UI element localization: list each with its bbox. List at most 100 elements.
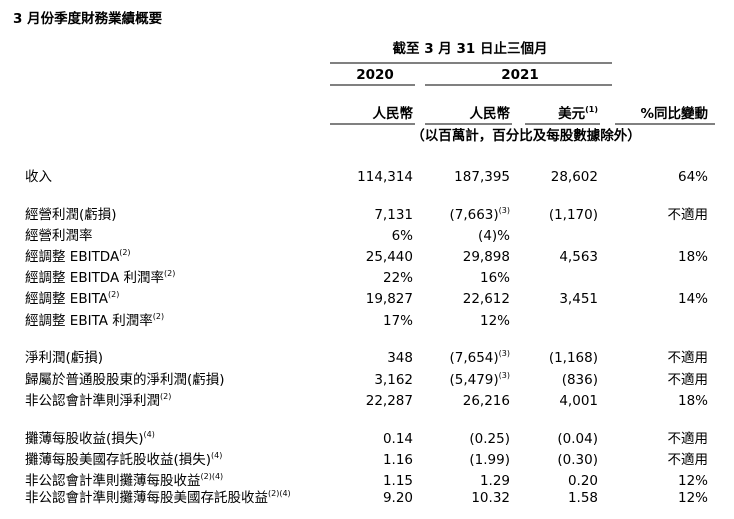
cell: 28,602 xyxy=(551,169,598,185)
row-label-text: 攤薄每股美國存託股收益(損失) xyxy=(25,452,211,468)
row-label: 淨利潤(虧損) xyxy=(25,350,103,366)
cell: 12% xyxy=(480,313,510,329)
cell: 1.15 xyxy=(383,473,413,489)
footnote-ref: (3) xyxy=(499,371,510,380)
row-label-text: 非公認會計準則淨利潤 xyxy=(25,393,160,409)
footnote-ref: (1) xyxy=(585,105,598,114)
column-header-text: %同比變動 xyxy=(640,105,708,122)
cell: 0.14 xyxy=(383,431,413,447)
row-label: 經調整 EBITDA 利潤率(2) xyxy=(25,269,175,286)
cell: (5,479)(3) xyxy=(449,371,510,388)
row-label-text: 非公認會計準則攤薄每股美國存託股收益 xyxy=(25,490,268,506)
cell: 1.58 xyxy=(568,490,598,506)
cell: (0.30) xyxy=(557,452,598,468)
footnote-ref: (4) xyxy=(144,430,155,439)
footnote-ref: (3) xyxy=(499,349,510,358)
footnote-ref: (2) xyxy=(119,248,130,257)
column-header: 人民幣 xyxy=(373,105,414,122)
cell: 114,314 xyxy=(357,169,413,185)
cell: 187,395 xyxy=(454,169,510,185)
footnote-ref: (2)(4) xyxy=(268,489,291,498)
column-header: %同比變動 xyxy=(640,105,708,122)
cell: 3,162 xyxy=(374,372,413,388)
row-label-text: 經營利潤(虧損) xyxy=(25,207,117,223)
row-label: 經調整 EBITA(2) xyxy=(25,290,119,307)
cell: 4,563 xyxy=(559,249,598,265)
cell: 64% xyxy=(678,169,708,185)
cell: 不適用 xyxy=(668,371,709,388)
column-header-text: 美元 xyxy=(558,105,586,122)
cell: 1.29 xyxy=(480,473,510,489)
row-label-text: 歸屬於普通股股東的淨利潤(虧損) xyxy=(25,371,225,388)
cell: 不適用 xyxy=(668,451,709,468)
row-label-text: 經調整 EBITDA xyxy=(25,249,120,265)
period: 截至 3 月 31 日止三個月 xyxy=(393,40,548,57)
row-label: 非公認會計準則攤薄每股美國存託股收益(2)(4) xyxy=(25,489,291,506)
row-label-text: 收入 xyxy=(25,169,52,185)
cell: 1.16 xyxy=(383,452,413,468)
cell: 16% xyxy=(480,270,510,286)
column-header-text: 人民幣 xyxy=(470,105,511,122)
column-header-text: 人民幣 xyxy=(373,105,414,122)
cell: 19,827 xyxy=(366,291,413,307)
cell: (0.04) xyxy=(557,431,598,447)
cell: 17% xyxy=(383,313,413,329)
cell: 9.20 xyxy=(383,490,413,506)
row-label: 歸屬於普通股股東的淨利潤(虧損) xyxy=(25,371,225,388)
cell: (4)% xyxy=(478,228,510,244)
cell: 12% xyxy=(678,473,708,489)
unit-note: （以百萬計，百分比及每股數據除外） xyxy=(411,127,641,144)
row-label-text: 淨利潤(虧損) xyxy=(25,350,103,366)
row-label: 經營利潤率 xyxy=(25,227,93,244)
column-header: 人民幣 xyxy=(470,105,511,122)
cell: 6% xyxy=(392,228,414,244)
footnote-ref: (2) xyxy=(108,290,119,299)
row-label-text: 經調整 EBITA 利潤率 xyxy=(25,312,153,329)
row-label: 經營利潤(虧損) xyxy=(25,207,117,223)
cell: (0.25) xyxy=(469,431,510,447)
cell: (7,663)(3) xyxy=(449,206,510,223)
cell: 22,612 xyxy=(463,291,510,307)
cell: 348 xyxy=(387,350,413,366)
row-label: 攤薄每股收益(損失)(4) xyxy=(25,430,155,447)
row-label: 收入 xyxy=(25,169,52,185)
footnote-ref: (2)(4) xyxy=(201,472,224,481)
year: 2020 xyxy=(356,67,394,83)
footnote-ref: (4) xyxy=(211,451,222,460)
cell: (1,168) xyxy=(549,350,598,366)
cell: (7,654)(3) xyxy=(449,349,510,366)
row-label-text: 攤薄每股收益(損失) xyxy=(25,431,144,447)
cell: (836) xyxy=(562,372,598,388)
row-label-text: 經調整 EBITDA 利潤率 xyxy=(25,269,164,286)
cell: 不適用 xyxy=(668,206,709,223)
cell: 18% xyxy=(678,249,708,265)
cell-text: (5,479) xyxy=(449,372,498,388)
footnote-ref: (2) xyxy=(164,269,175,278)
row-label: 非公認會計準則攤薄每股收益(2)(4) xyxy=(25,472,223,489)
footnote-ref: (2) xyxy=(160,392,171,401)
cell: 14% xyxy=(678,291,708,307)
cell: 12% xyxy=(678,490,708,506)
cell-text: (7,663) xyxy=(449,207,498,223)
cell-text: (7,654) xyxy=(449,350,498,366)
cell: 18% xyxy=(678,393,708,409)
footnote-ref: (2) xyxy=(153,312,164,321)
row-label: 經調整 EBITDA(2) xyxy=(25,248,131,265)
cell: (1,170) xyxy=(549,207,598,223)
cell: 22% xyxy=(383,270,413,286)
cell: 0.20 xyxy=(568,473,598,489)
cell: 25,440 xyxy=(366,249,413,265)
cell: 26,216 xyxy=(463,393,510,409)
row-label: 攤薄每股美國存託股收益(損失)(4) xyxy=(25,451,222,468)
cell: 4,001 xyxy=(559,393,598,409)
title: 3 月份季度財務業績概要 xyxy=(13,10,163,27)
row-label-text: 經調整 EBITA xyxy=(25,291,109,307)
cell: (1.99) xyxy=(469,452,510,468)
cell: 7,131 xyxy=(374,207,413,223)
row-label: 非公認會計準則淨利潤(2) xyxy=(25,392,171,409)
cell: 不適用 xyxy=(668,349,709,366)
cell: 3,451 xyxy=(559,291,598,307)
row-label: 經調整 EBITA 利潤率(2) xyxy=(25,312,164,329)
cell: 10.32 xyxy=(471,490,510,506)
